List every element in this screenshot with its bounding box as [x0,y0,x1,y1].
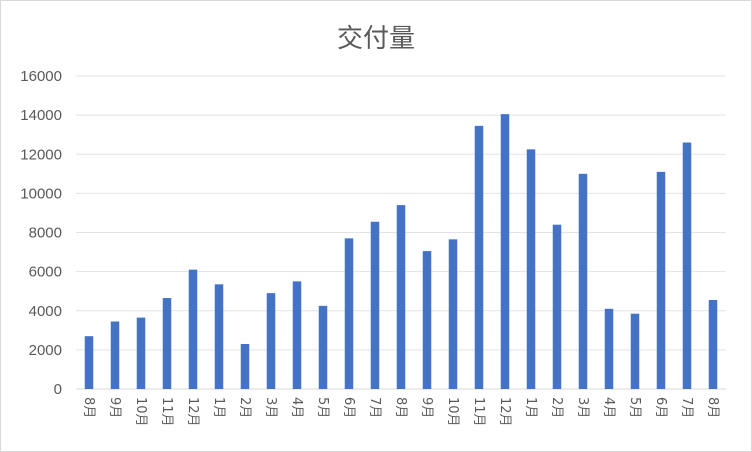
bar [448,239,458,389]
x-tick-label: 2月 [549,397,564,418]
y-tick-label: 4000 [29,303,62,320]
x-tick-label: 5月 [627,397,642,418]
x-tick-label: 4月 [601,397,616,418]
bar [422,251,432,389]
bar [266,293,276,389]
x-tick-label: 11月 [471,397,486,427]
x-tick-label: 1月 [523,397,538,418]
x-tick-label: 3月 [575,397,590,418]
bar [136,317,146,389]
x-tick-label: 7月 [679,397,694,418]
x-tick-label: 4月 [289,397,304,418]
bar [474,125,484,390]
bar [604,308,614,389]
x-tick-label: 9月 [419,397,434,418]
bar [396,205,406,389]
y-tick-label: 0 [54,381,62,398]
x-tick-label: 8月 [393,397,408,418]
x-tick-label: 8月 [705,397,720,418]
x-tick-label: 8月 [81,397,96,418]
bar [656,171,666,389]
bar [526,149,536,389]
y-tick-label: 12000 [20,146,62,163]
bar [240,344,250,389]
x-tick-label: 6月 [341,397,356,418]
bar [110,321,120,389]
y-tick-label: 10000 [20,185,62,202]
y-tick-label: 2000 [29,342,62,359]
y-tick-label: 16000 [20,68,62,85]
x-tick-label: 12月 [185,397,200,427]
bar [344,238,354,389]
bar [84,336,94,389]
x-tick-label: 1月 [211,397,226,418]
x-tick-label: 6月 [653,397,668,418]
x-tick-label: 3月 [263,397,278,418]
x-tick-label: 11月 [159,397,174,427]
bar [370,221,380,389]
bar [708,299,718,389]
bar [162,298,172,389]
x-tick-label: 7月 [367,397,382,418]
x-tick-label: 10月 [133,397,148,427]
bar [500,114,510,389]
x-tick-label: 10月 [445,397,460,427]
y-tick-label: 6000 [29,264,62,281]
chart-title: 交付量 [336,24,415,54]
y-tick-label: 8000 [29,225,62,242]
y-tick-label: 14000 [20,107,62,124]
x-tick-label: 2月 [237,397,252,418]
bar [318,305,328,389]
bar [188,269,198,389]
bar [682,142,692,389]
bar [578,173,588,389]
x-tick-label: 12月 [497,397,512,427]
x-tick-label: 9月 [107,397,122,418]
bar [292,281,302,389]
bar [552,224,562,389]
x-tick-label: 5月 [315,397,330,418]
bar [630,313,640,389]
bar [214,284,224,389]
